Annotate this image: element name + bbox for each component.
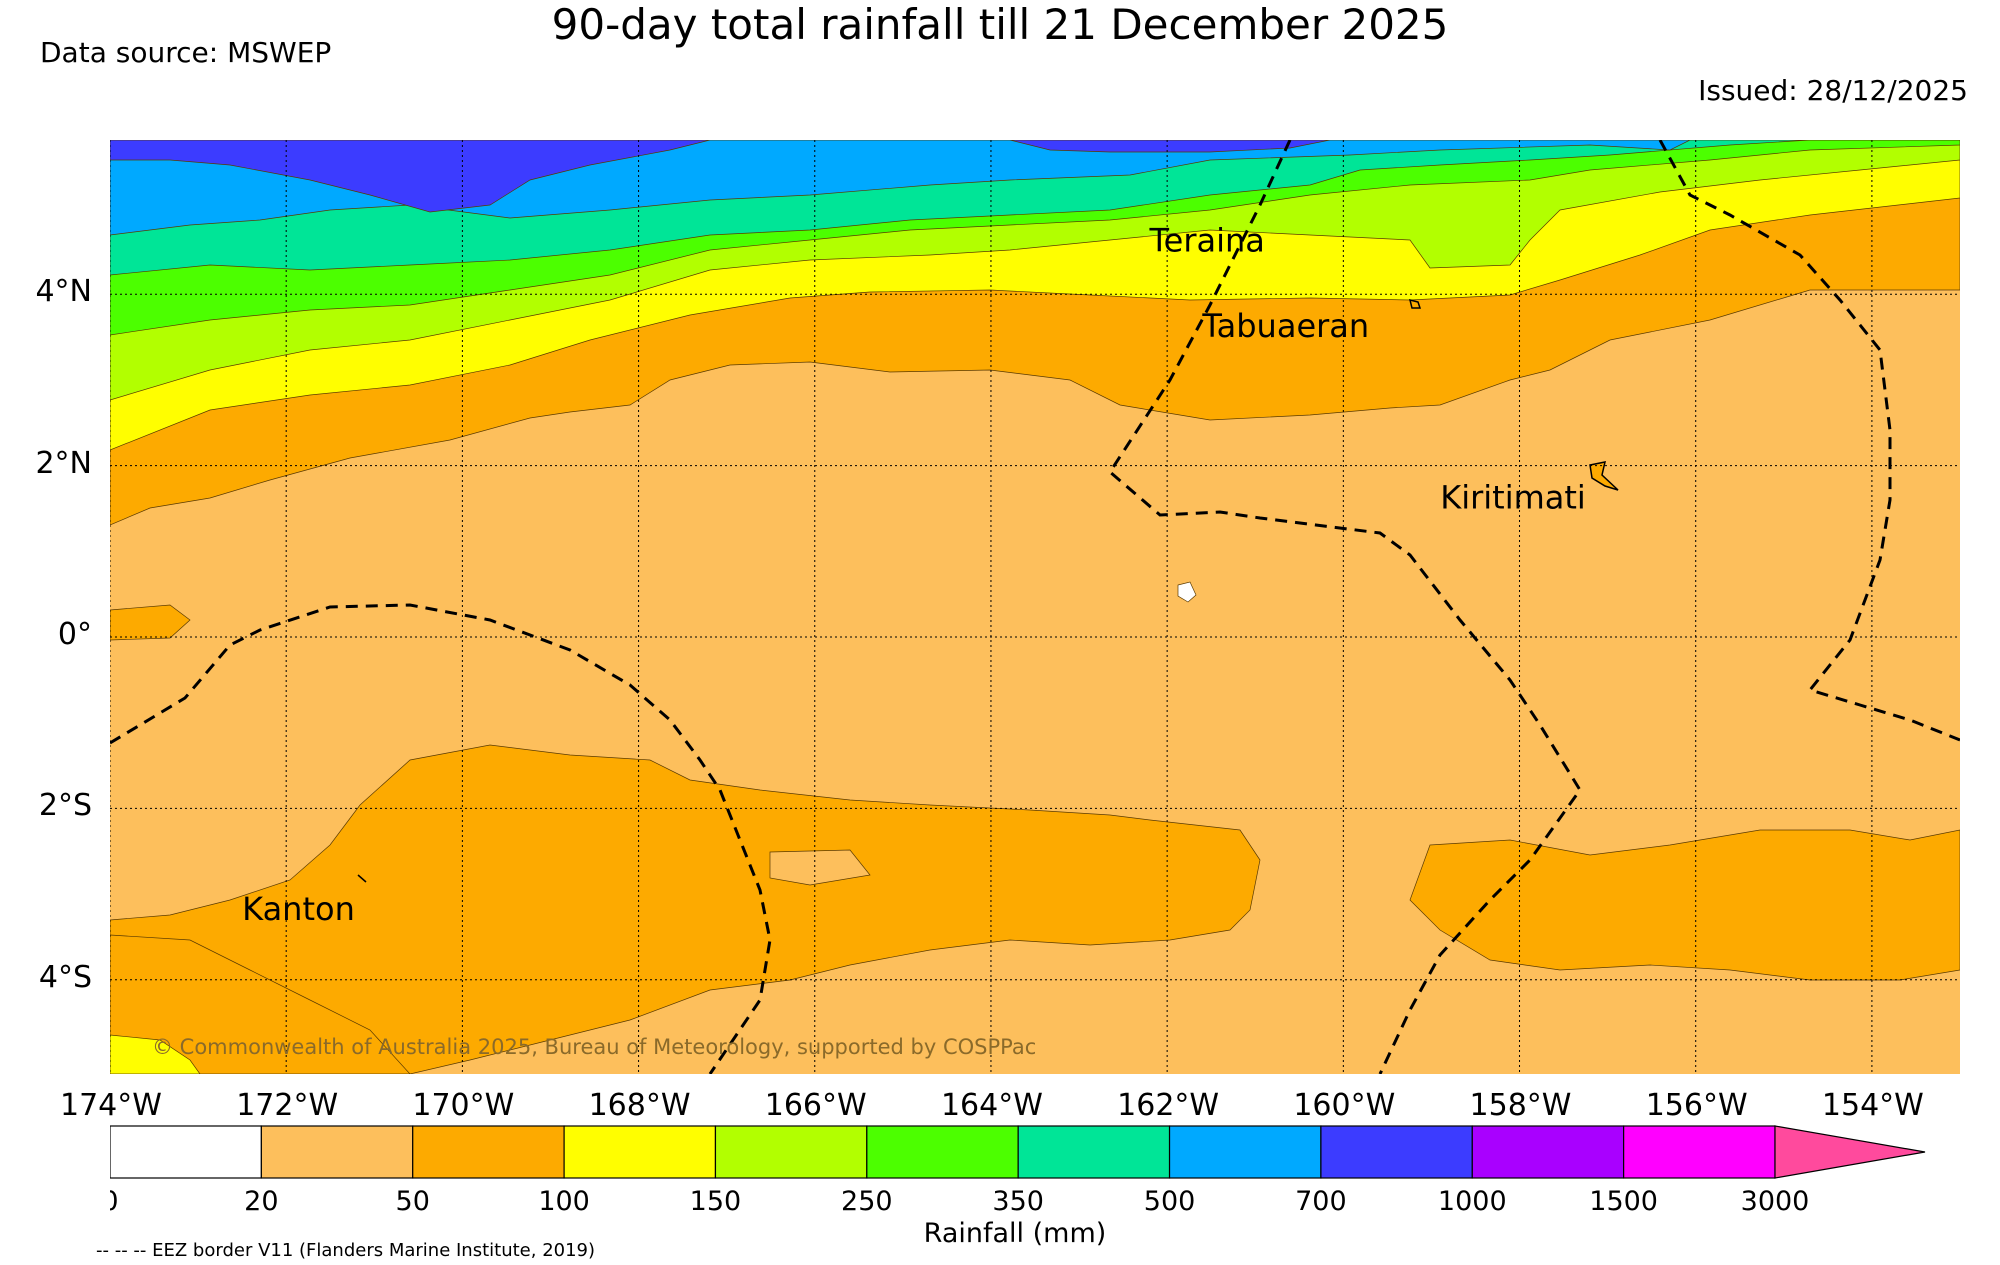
longitude-tick-label: 174°W [60, 1088, 162, 1123]
colorbar-tick-label: 3000 [1741, 1186, 1810, 1215]
latitude-tick-label: 4°N [35, 274, 92, 310]
latitude-tick-label: 2°N [35, 445, 92, 481]
colorbar-swatch [563, 1125, 717, 1179]
island-outlines [357, 298, 1619, 883]
eez-border-line [110, 603, 772, 1074]
colorbar-swatch [1623, 1125, 1776, 1179]
eez-border-line [1108, 140, 1582, 1074]
rainfall-band-50-100-east [1409, 829, 1960, 981]
colorbar-tick-label: 150 [690, 1186, 742, 1215]
rainfall-band-50-100-west-patch [110, 604, 191, 641]
colorbar-tick-label: 250 [841, 1186, 893, 1215]
rainfall-band-50-100-bottom [110, 934, 411, 1074]
data-source: Data source: MSWEP [40, 36, 332, 69]
place-label-kanton: Kanton [242, 890, 355, 928]
eez-footnote: -- -- -- EEZ border V11 (Flanders Marine… [96, 1240, 596, 1261]
longitude-tick-label: 156°W [1645, 1088, 1748, 1123]
map-title: 90-day total rainfall till 21 December 2… [551, 0, 1449, 49]
colorbar-swatch [714, 1125, 868, 1179]
colorbar-tick-label: 50 [396, 1186, 430, 1215]
colorbar-swatch [1017, 1125, 1171, 1179]
colorbar-extend-arrow [1774, 1125, 1926, 1179]
map-grid [110, 140, 1960, 1074]
colorbar-tick-label: 1000 [1438, 1186, 1507, 1215]
rainfall-band-700-1000 [110, 140, 711, 213]
rainfall-band-50-100-south [110, 744, 1261, 1074]
rainfall-band-700-1000-east [1009, 140, 1331, 153]
latitude-tick-label: 2°S [38, 788, 92, 824]
colorbar-tick-label: 500 [1144, 1186, 1196, 1215]
colorbar-tick-label: 1500 [1589, 1186, 1658, 1215]
latitude-tick-label: 0° [57, 616, 92, 652]
longitude-tick-label: 170°W [412, 1088, 515, 1123]
eez-border-line [1658, 140, 1960, 742]
longitude-tick-label: 168°W [588, 1088, 691, 1123]
longitude-tick-label: 160°W [1293, 1088, 1396, 1123]
colorbar-tick-label: 350 [992, 1186, 1044, 1215]
place-label-tabuaeran: Tabuaeran [1201, 307, 1369, 345]
place-label-kiritimati: Kiritimati [1440, 478, 1586, 516]
longitude-tick-label: 164°W [940, 1088, 1043, 1123]
colorbar-swatch [1320, 1125, 1473, 1179]
copyright-notice: © Commonwealth of Australia 2025, Bureau… [152, 1035, 1036, 1059]
rainfall-band-0-20-patch [1177, 581, 1197, 603]
issued-date: Issued: 28/12/2025 [1698, 74, 1968, 107]
colorbar-title: Rainfall (mm) [923, 1218, 1107, 1249]
island-kanton [357, 874, 367, 883]
colorbar-swatch [110, 1125, 262, 1179]
place-labels: Teraina Tabuaeran Kiritimati Kanton [242, 221, 1586, 927]
longitude-tick-label: 166°W [764, 1088, 867, 1123]
colorbar-tick-label: 700 [1295, 1186, 1347, 1215]
longitude-tick-label: 162°W [1117, 1088, 1220, 1123]
colorbar-swatch [1168, 1125, 1322, 1179]
latitude-tick-label: 4°S [38, 959, 92, 995]
colorbar-swatch [1471, 1125, 1625, 1179]
colorbar-swatch [412, 1125, 565, 1179]
rainfall-band-20-50-patch [769, 849, 871, 886]
longitude-tick-label: 154°W [1821, 1088, 1924, 1123]
colorbar-swatch [866, 1125, 1019, 1179]
colorbar: 0 20 50 100 150 250 350 500 700 1000 1500 3000 [110, 1125, 1926, 1215]
eez-borders [110, 140, 1960, 1074]
rainfall-band-100-150-bottom [110, 1034, 201, 1074]
island-kiritimati [1589, 461, 1619, 491]
rainfall-map: Teraina Tabuaeran Kiritimati Kanton © Commo… [110, 140, 1960, 1074]
island-tabuaeran [1408, 298, 1422, 309]
place-label-teraina: Teraina [1149, 221, 1265, 259]
colorbar-tick-label: 20 [244, 1186, 278, 1215]
colorbar-tick-label: 100 [538, 1186, 590, 1215]
longitude-tick-label: 172°W [236, 1088, 339, 1123]
colorbar-tick-label: 0 [110, 1186, 119, 1215]
colorbar-swatch [260, 1125, 414, 1179]
longitude-tick-label: 158°W [1469, 1088, 1572, 1123]
